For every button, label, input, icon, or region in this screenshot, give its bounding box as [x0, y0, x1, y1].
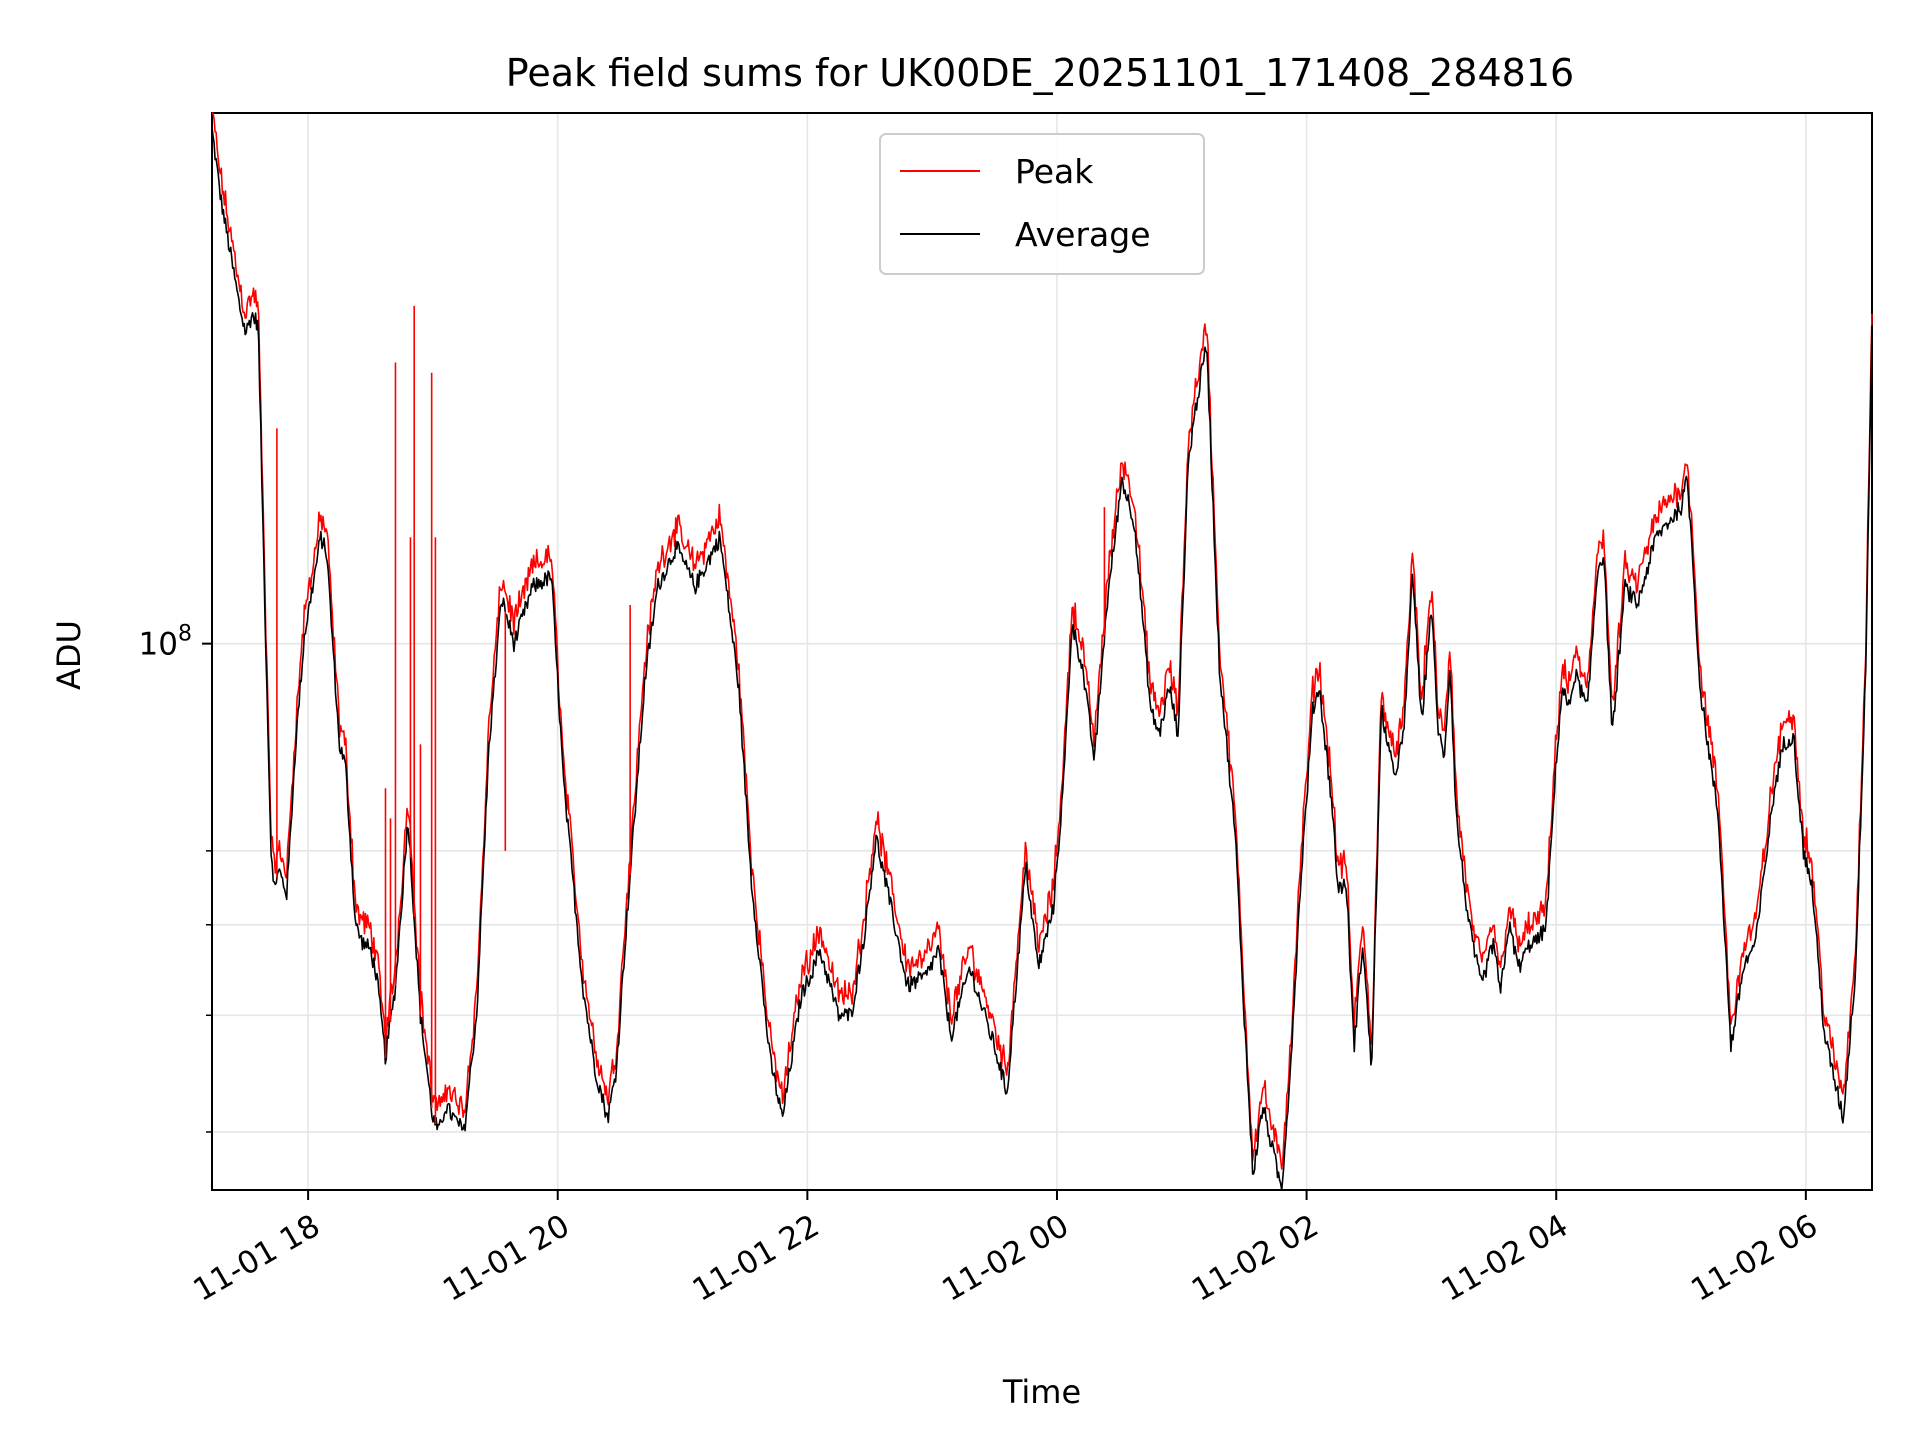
- series-line-peak: [212, 112, 1873, 1170]
- chart-title: Peak field sums for UK00DE_20251101_1714…: [506, 51, 1574, 95]
- y-tick-label-exponent: 8: [178, 622, 192, 647]
- legend-label-peak: Peak: [1015, 152, 1094, 191]
- x-axis-label: Time: [1002, 1373, 1081, 1411]
- y-axis-label: ADU: [50, 620, 88, 690]
- y-tick-label: 108: [139, 622, 192, 663]
- series-line-average: [211, 127, 1873, 1191]
- legend-box: [879, 133, 1205, 275]
- legend: Peak Average: [879, 133, 1205, 275]
- series-group: [211, 112, 1873, 1191]
- legend-label-average: Average: [1015, 215, 1151, 254]
- y-axis: 108: [139, 622, 212, 1133]
- y-tick-label-base: 10: [139, 627, 178, 663]
- plot-area-frame: [211, 112, 1873, 1191]
- peak-spikes: [276, 305, 1106, 1124]
